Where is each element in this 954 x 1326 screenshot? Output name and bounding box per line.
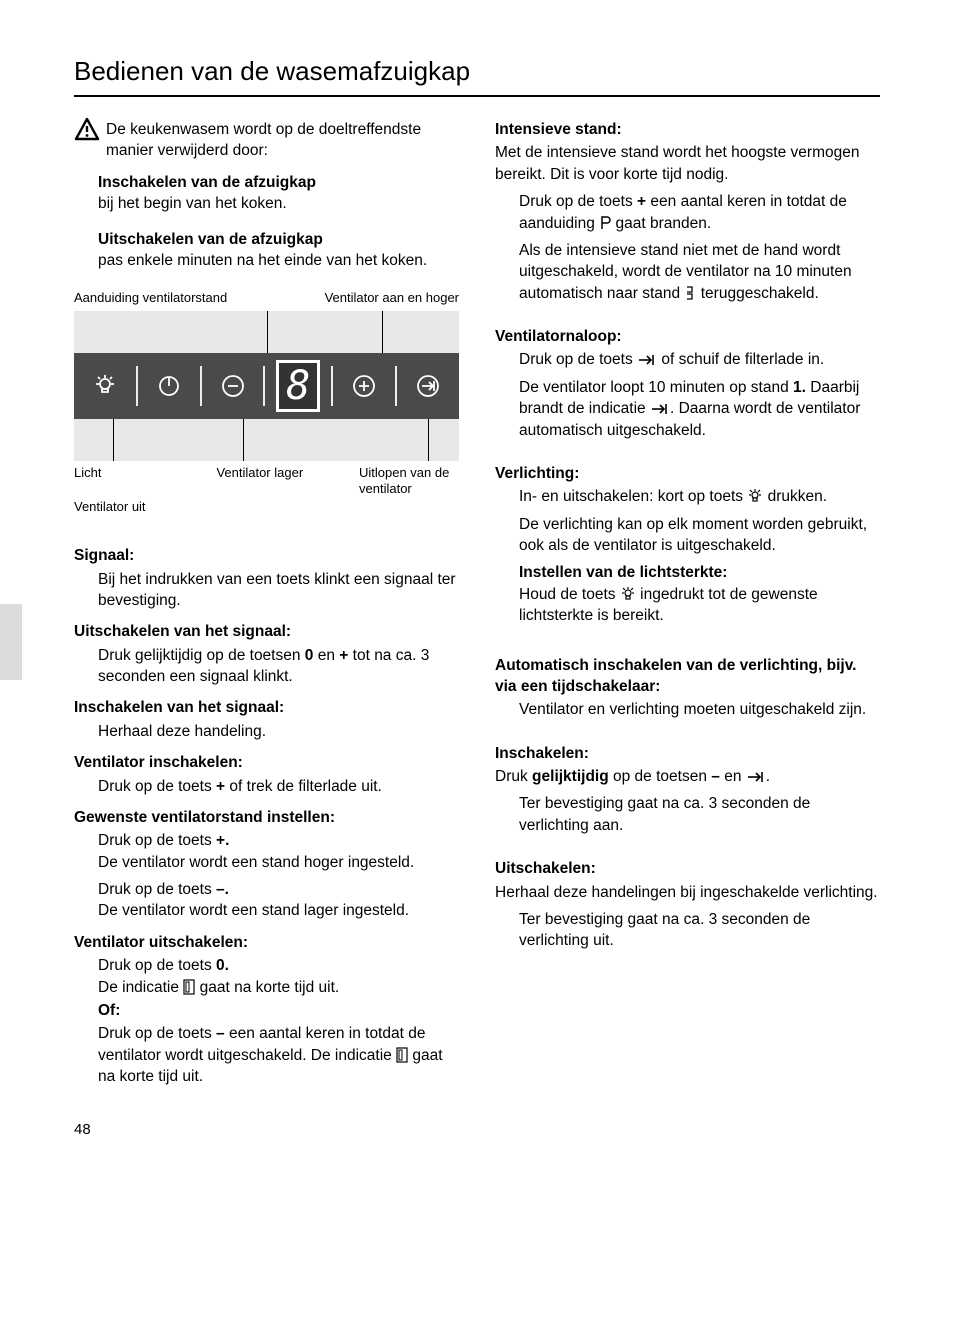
inschakelen-t2: Ter bevestiging gaat na ca. 3 seconden d… — [495, 793, 880, 836]
intro-item2-bold: Uitschakelen van de afzuigkap — [98, 229, 459, 250]
diagram-label-top-left: Aanduiding ventilatorstand — [74, 289, 227, 307]
verlichting-a: In- en uitschakelen: kort op toets drukk… — [495, 486, 880, 507]
diagram-label-uitlopen: Uitlopen van de ventilator — [359, 465, 459, 496]
intensieve-para: Met de intensieve stand wordt het hoogst… — [495, 142, 880, 185]
ventnaloop-a: Druk op de toets of schuif de filterlade… — [495, 349, 880, 370]
display-inline-icon — [183, 979, 195, 995]
signaal-heading: Signaal: — [74, 545, 459, 566]
light-inline-icon — [620, 586, 636, 602]
intro-item2-text: pas enkele minuten na het einde van het … — [98, 250, 459, 271]
p-inline-icon — [599, 215, 611, 231]
ventin-text: Druk op de toets + of trek de filterlade… — [74, 776, 459, 797]
intensieve-heading: Intensieve stand: — [495, 119, 880, 140]
intro-item1-text: bij het begin van het koken. — [98, 193, 459, 214]
stage-inline-icon — [684, 285, 696, 301]
gewenste-heading: Gewenste ventilatorstand instellen: — [74, 807, 459, 828]
left-column: De keukenwasem wordt op de doeltreffends… — [74, 119, 459, 1093]
diagram-label-ventuit: Ventilator uit — [74, 499, 146, 515]
light-inline-icon — [747, 488, 763, 504]
control-panel-diagram: Aanduiding ventilatorstand Ventilator aa… — [74, 289, 459, 521]
auto-text: Ventilator en verlichting moeten uitgesc… — [495, 699, 880, 720]
verlichting-instellen: Instellen van de lichtsterkte: Houd de t… — [495, 562, 880, 626]
intensieve-a: Druk op de toets + een aantal keren in t… — [495, 191, 880, 234]
insignaal-heading: Inschakelen van het signaal: — [74, 697, 459, 718]
gewenste-plus: Druk op de toets +. De ventilator wordt … — [74, 830, 459, 873]
power-button-icon — [149, 366, 189, 406]
auto-heading: Automatisch inschakelen van de verlichti… — [495, 655, 880, 698]
diagram-label-top-right: Ventilator aan en hoger — [325, 289, 459, 307]
uitschakelen-t2: Ter bevestiging gaat na ca. 3 seconden d… — [495, 909, 880, 952]
verlichting-heading: Verlichting: — [495, 463, 880, 484]
intensieve-b: Als de intensieve stand niet met de hand… — [495, 240, 880, 304]
ventnaloop-heading: Ventilatornaloop: — [495, 326, 880, 347]
minus-button-icon — [213, 366, 253, 406]
uitschakelen-t1: Herhaal deze handelingen bij ingeschakel… — [495, 882, 880, 903]
arrow-bar-inline-icon — [637, 353, 657, 367]
content-columns: De keukenwasem wordt op de doeltreffends… — [74, 119, 880, 1093]
panel-outer: 8 — [74, 311, 459, 461]
intro-item1-bold: Inschakelen van de afzuigkap — [98, 172, 459, 193]
plus-button-icon — [344, 366, 384, 406]
arrow-bar-inline-icon — [650, 402, 670, 416]
intro-text: De keukenwasem wordt op de doeltreffends… — [106, 119, 459, 162]
diagram-label-ventlager: Ventilator lager — [216, 465, 306, 481]
runout-button-icon — [408, 366, 448, 406]
uitsignaal-text: Druk gelijktijdig op de toetsen 0 en + t… — [74, 645, 459, 688]
page-title: Bedienen van de wasemafzuigkap — [74, 56, 880, 97]
display-inline-icon — [396, 1047, 408, 1063]
ventuit-a: Druk op de toets 0. De indicatie gaat na… — [74, 955, 459, 998]
page-tab-marker — [0, 604, 22, 680]
ventnaloop-b: De ventilator loopt 10 minuten op stand … — [495, 377, 880, 441]
page-number: 48 — [74, 1121, 880, 1138]
inschakelen-t1: Druk gelijktijdig op de toetsen – en . — [495, 766, 880, 787]
ventuit-heading: Ventilator uitschakelen: — [74, 932, 459, 953]
arrow-bar-inline-icon — [746, 770, 766, 784]
display-glyph: 8 — [286, 366, 310, 406]
gewenste-minus: Druk op de toets –. De ventilator wordt … — [74, 879, 459, 922]
insignaal-text: Herhaal deze handeling. — [74, 721, 459, 742]
signaal-text: Bij het indrukken van een toets klinkt e… — [74, 569, 459, 612]
right-column: Intensieve stand: Met de intensieve stan… — [495, 119, 880, 1093]
uitsignaal-heading: Uitschakelen van het signaal: — [74, 621, 459, 642]
of-label: Of: — [74, 1000, 459, 1021]
ventuit-b: Druk op de toets – een aantal keren in t… — [74, 1023, 459, 1087]
diagram-label-licht: Licht — [74, 465, 101, 481]
verlichting-b: De verlichting kan op elk moment worden … — [495, 514, 880, 557]
warning-icon — [74, 117, 100, 141]
ventin-heading: Ventilator inschakelen: — [74, 752, 459, 773]
panel-inner: 8 — [74, 353, 459, 419]
uitschakelen-heading: Uitschakelen: — [495, 858, 880, 879]
inschakelen-heading: Inschakelen: — [495, 743, 880, 764]
display-box: 8 — [276, 360, 320, 412]
light-button-icon — [85, 366, 125, 406]
